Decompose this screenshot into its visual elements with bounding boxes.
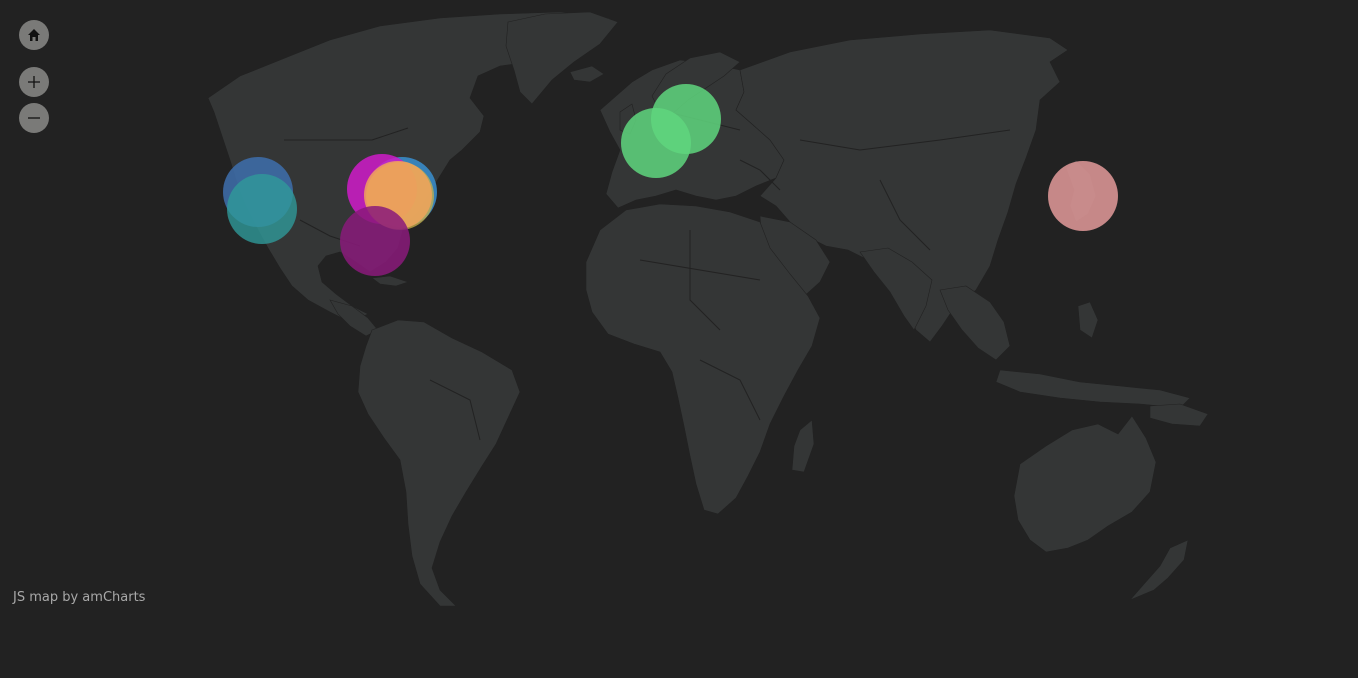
greenland-landmass[interactable] — [505, 11, 619, 105]
bubble-tokyo-pink[interactable] — [1048, 161, 1118, 231]
south-america-landmass[interactable] — [357, 319, 521, 607]
australia-landmass[interactable] — [1013, 415, 1157, 553]
bubble-los-angeles-2[interactable] — [227, 174, 297, 244]
iceland-landmass[interactable] — [569, 65, 605, 83]
zoom-in-button[interactable] — [19, 67, 49, 97]
amcharts-credit-link[interactable]: JS map by amCharts — [13, 590, 146, 605]
cuba-landmass[interactable] — [371, 275, 409, 287]
madagascar-landmass[interactable] — [791, 419, 815, 473]
new-guinea-landmass[interactable] — [1149, 403, 1209, 427]
new-zealand-landmass[interactable] — [1129, 539, 1189, 601]
home-button[interactable] — [19, 20, 49, 50]
home-icon — [28, 29, 40, 41]
plus-icon — [28, 76, 40, 88]
philippines-landmass[interactable] — [1077, 301, 1099, 339]
southeast-asia-landmass[interactable] — [939, 285, 1011, 361]
bubbles-layer — [223, 84, 1118, 276]
india-landmass[interactable] — [859, 247, 933, 331]
asia-landmass[interactable] — [735, 29, 1069, 343]
bubble-berlin-green[interactable] — [651, 84, 721, 154]
minus-icon — [28, 117, 40, 119]
africa-landmass[interactable] — [585, 203, 821, 515]
bubble-miami-purple[interactable] — [340, 206, 410, 276]
zoom-out-button[interactable] — [19, 103, 49, 133]
